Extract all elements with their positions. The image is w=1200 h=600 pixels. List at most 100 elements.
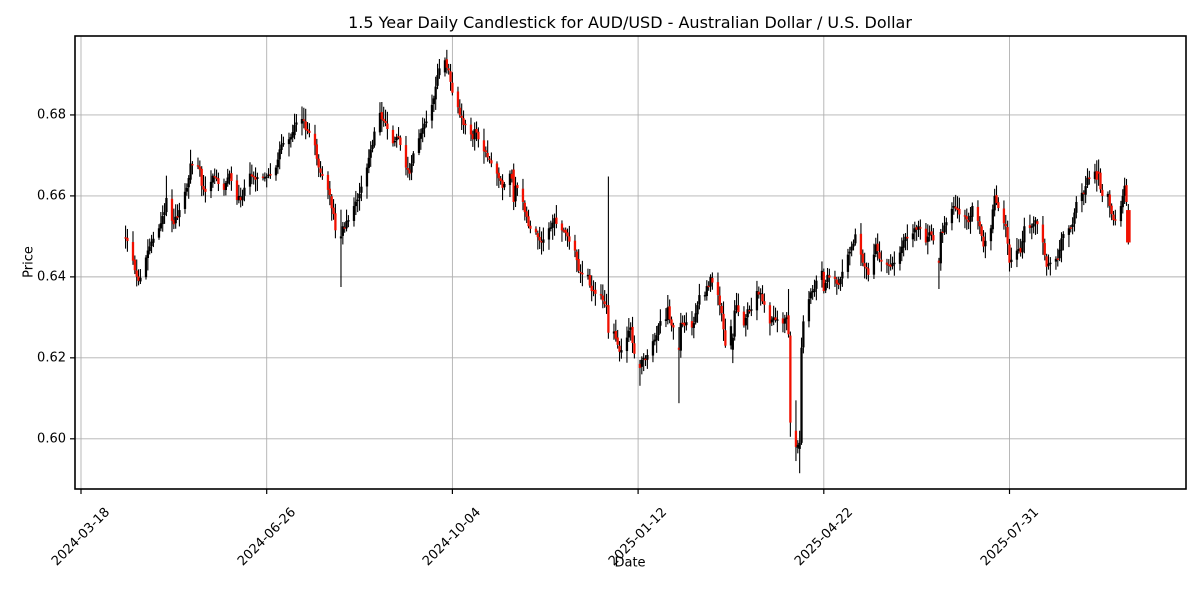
candle-body-up xyxy=(991,209,994,230)
candle-body-down xyxy=(334,213,337,231)
candle-body-up xyxy=(139,277,142,282)
candle-body-down xyxy=(822,271,825,292)
candle-body-down xyxy=(976,206,980,221)
candle-body-down xyxy=(722,313,725,330)
candle-body-down xyxy=(261,176,265,179)
candle-body-up xyxy=(824,282,827,291)
candle-body-up xyxy=(267,174,270,177)
y-tick-label: 0.68 xyxy=(37,107,66,123)
candle-body-up xyxy=(360,186,363,193)
candle-body-up xyxy=(432,98,435,105)
candle-body-down xyxy=(638,363,642,368)
candle-body-up xyxy=(148,246,151,252)
candle-body-down xyxy=(304,121,307,130)
candle-body-down xyxy=(885,262,889,265)
candle-body-down xyxy=(742,311,746,326)
candle-body-down xyxy=(191,164,194,166)
candle-body-up xyxy=(1047,263,1050,266)
candle-body-down xyxy=(592,289,595,292)
candle-body-up xyxy=(157,228,161,238)
candle-body-up xyxy=(417,138,421,153)
candle-body-up xyxy=(969,215,972,222)
candle-body-down xyxy=(833,276,837,279)
candle-body-up xyxy=(295,122,298,125)
candle-body-up xyxy=(813,288,816,293)
chart-title: 1.5 Year Daily Candlestick for AUD/USD -… xyxy=(348,13,912,32)
candle-body-down xyxy=(603,301,606,305)
candle-body-down xyxy=(1004,223,1007,227)
candle-body-up xyxy=(1123,185,1126,196)
candle-body-down xyxy=(137,276,140,281)
candle-body-down xyxy=(534,228,538,233)
candle-body-down xyxy=(906,236,909,239)
candle-body-up xyxy=(423,123,426,129)
candle-body-up xyxy=(729,326,733,346)
candle-body-down xyxy=(172,219,175,225)
candle-body-down xyxy=(447,68,450,71)
candle-body-down xyxy=(319,168,322,173)
candle-body-down xyxy=(1114,219,1117,221)
candle-body-up xyxy=(625,337,629,352)
candle-body-up xyxy=(421,127,424,134)
candle-body-up xyxy=(872,254,876,275)
candle-body-up xyxy=(586,274,590,277)
candle-body-down xyxy=(789,335,792,423)
candle-body-up xyxy=(952,206,955,208)
candle-body-up xyxy=(425,121,428,124)
candle-body-down xyxy=(1088,177,1091,179)
candle-body-down xyxy=(538,236,541,241)
candle-body-up xyxy=(289,137,292,140)
candle-body-up xyxy=(547,228,551,240)
candle-body-down xyxy=(737,305,740,312)
candle-body-down xyxy=(269,174,272,176)
candle-body-up xyxy=(692,323,695,328)
candle-body-down xyxy=(475,128,478,133)
candle-body-down xyxy=(967,219,970,223)
candle-body-down xyxy=(126,237,129,242)
candle-body-up xyxy=(1071,224,1074,227)
candle-body-up xyxy=(657,325,660,336)
candle-body-up xyxy=(898,252,902,264)
candle-body-down xyxy=(668,306,671,320)
candle-body-up xyxy=(1021,241,1024,253)
candle-body-down xyxy=(386,123,389,129)
candle-body-up xyxy=(278,149,281,160)
candle-body-up xyxy=(503,183,506,188)
candle-body-up xyxy=(1030,226,1033,228)
candle-body-up xyxy=(553,218,556,224)
candle-body-up xyxy=(358,193,361,199)
candle-body-up xyxy=(1075,201,1078,213)
candle-body-up xyxy=(551,222,554,228)
candle-body-down xyxy=(215,177,218,179)
candle-body-up xyxy=(802,321,805,348)
candle-body-down xyxy=(575,251,578,261)
candle-body-up xyxy=(1093,171,1097,179)
candle-body-up xyxy=(731,337,734,350)
candle-body-down xyxy=(380,112,383,120)
candle-body-down xyxy=(302,119,305,121)
candle-body-up xyxy=(1032,223,1035,227)
candle-body-down xyxy=(978,221,981,227)
candle-body-down xyxy=(1112,214,1115,221)
candle-body-down xyxy=(763,301,766,305)
candle-body-down xyxy=(579,271,582,274)
candle-body-down xyxy=(997,202,1000,209)
candle-body-down xyxy=(889,264,892,267)
candle-body-up xyxy=(367,157,370,168)
candle-body-down xyxy=(222,183,226,190)
candle-body-up xyxy=(443,60,447,73)
candle-body-up xyxy=(276,159,279,168)
candle-body-down xyxy=(566,232,569,237)
candle-body-down xyxy=(1008,244,1011,263)
candle-body-down xyxy=(560,223,564,231)
candle-body-up xyxy=(785,317,788,320)
candle-body-up xyxy=(174,216,177,224)
candle-body-down xyxy=(464,123,467,126)
candle-body-down xyxy=(525,211,528,217)
candle-body-down xyxy=(720,305,723,314)
candle-body-down xyxy=(774,317,777,321)
candle-body-up xyxy=(189,163,192,180)
candle-body-up xyxy=(839,278,842,285)
candle-body-up xyxy=(263,177,266,179)
